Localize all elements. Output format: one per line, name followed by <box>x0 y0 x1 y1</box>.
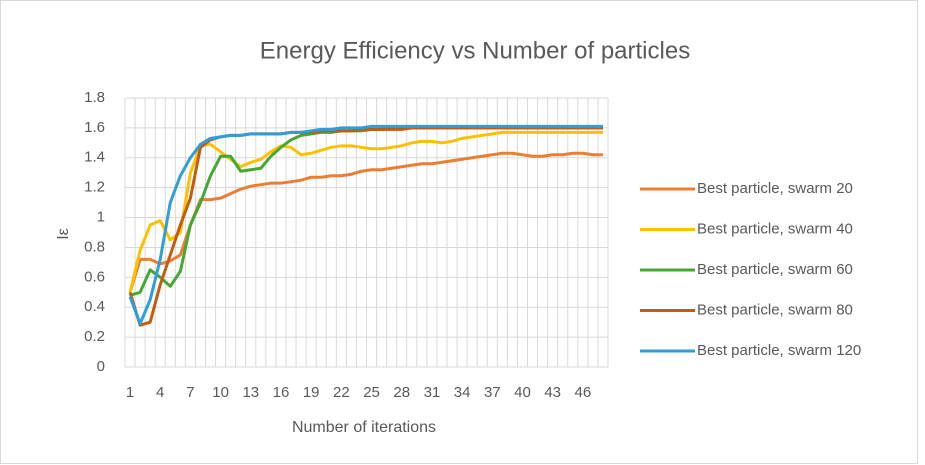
x-tick-label: 25 <box>363 384 380 401</box>
legend-label: Best particle, swarm 80 <box>697 301 853 318</box>
series-line <box>128 124 603 326</box>
x-tick-label: 46 <box>575 384 592 401</box>
y-tick-label: 0.6 <box>84 268 105 285</box>
x-tick-label: 1 <box>126 384 134 401</box>
y-tick-label: 0.4 <box>84 298 105 315</box>
chart-title: Energy Efficiency vs Number of particles <box>260 37 690 64</box>
x-tick-label: 34 <box>454 384 471 401</box>
y-tick-label: 1.8 <box>84 89 105 106</box>
x-tick-label: 13 <box>242 384 259 401</box>
y-axis-title: Iε <box>55 228 72 240</box>
x-tick-label: 43 <box>544 384 561 401</box>
x-tick-label: 37 <box>484 384 501 401</box>
x-axis-title: Number of iterations <box>292 419 436 436</box>
x-tick-label: 19 <box>303 384 320 401</box>
y-tick-label: 0.2 <box>84 328 105 345</box>
x-tick-label: 10 <box>212 384 229 401</box>
x-tick-label: 22 <box>333 384 350 401</box>
legend-label: Best particle, swarm 40 <box>697 220 853 237</box>
y-tick-label: 1.4 <box>84 149 105 166</box>
x-tick-label: 4 <box>156 384 164 401</box>
x-tick-label: 16 <box>273 384 290 401</box>
y-tick-label: 0 <box>97 358 105 375</box>
legend-label: Best particle, swarm 20 <box>697 180 853 197</box>
x-tick-label: 28 <box>393 384 410 401</box>
x-tick-label: 31 <box>424 384 441 401</box>
x-tick-label: 7 <box>186 384 194 401</box>
legend-label: Best particle, swarm 60 <box>697 261 853 278</box>
series-line <box>128 151 603 293</box>
legend-label: Best particle, swarm 120 <box>697 342 861 359</box>
y-tick-label: 0.8 <box>84 238 105 255</box>
series-line <box>128 130 603 293</box>
x-tick-label: 40 <box>514 384 531 401</box>
y-tick-label: 1 <box>97 209 105 226</box>
y-tick-label: 1.2 <box>84 179 105 196</box>
y-tick-label: 1.6 <box>84 119 105 136</box>
